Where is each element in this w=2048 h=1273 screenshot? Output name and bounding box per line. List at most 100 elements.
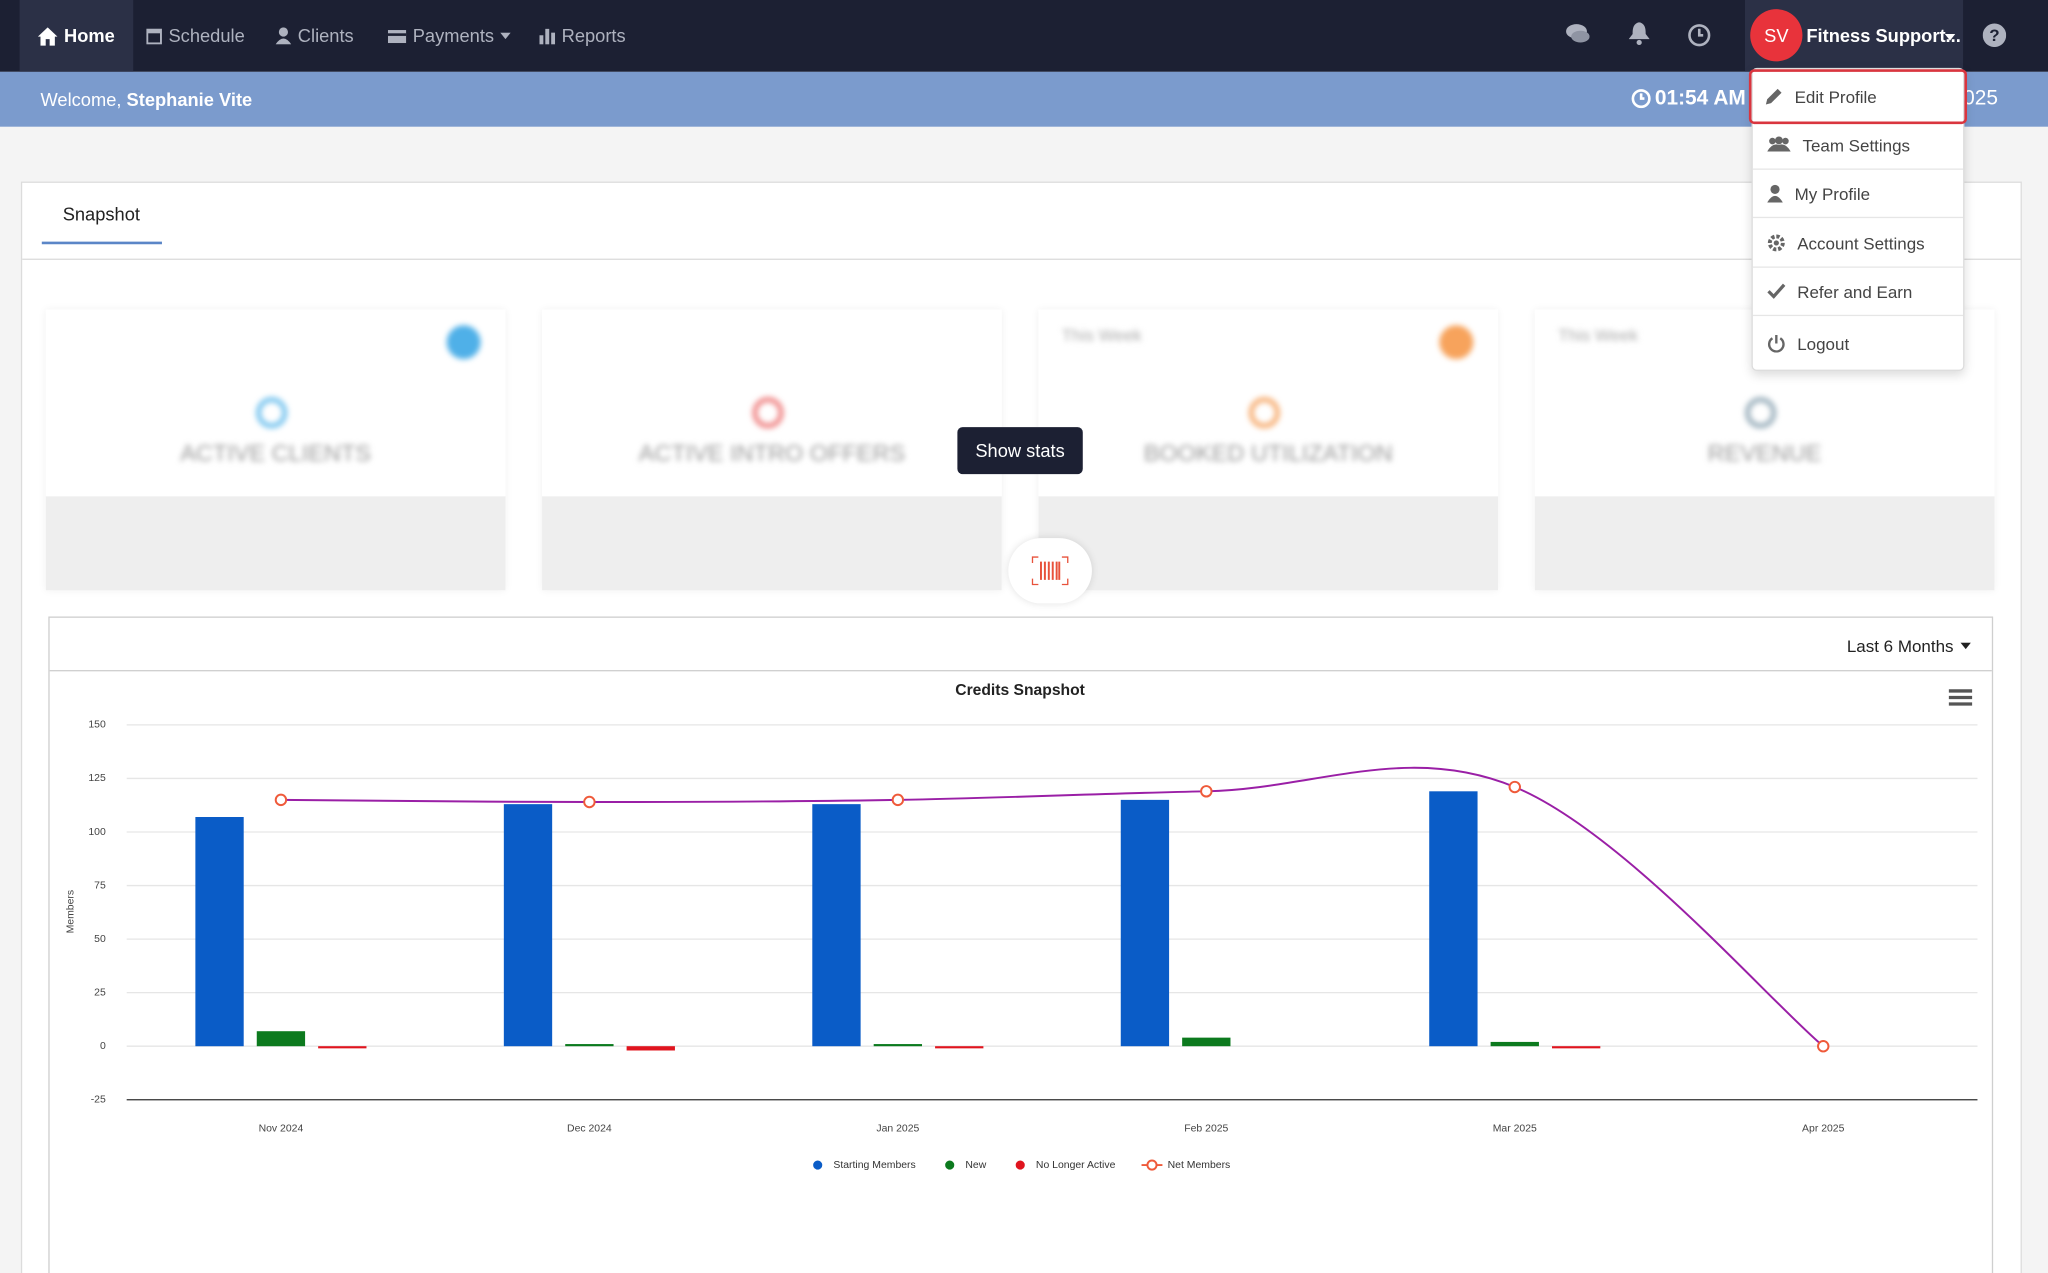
user-full-name: Stephanie Vite xyxy=(126,88,253,110)
nav-home[interactable]: Home xyxy=(19,0,134,72)
menu-item[interactable]: Edit Profile xyxy=(1748,69,1968,125)
x-tick-label: Dec 2024 xyxy=(567,1123,612,1134)
line-marker xyxy=(1817,1039,1830,1053)
caret xyxy=(500,32,512,40)
line-marker xyxy=(1200,785,1213,798)
bar xyxy=(1429,791,1478,1047)
y-tick-label: 150 xyxy=(88,720,106,731)
team-icon xyxy=(1767,136,1791,152)
stat-card: ACTIVE CLIENTS xyxy=(45,309,506,591)
welcome-text: Welcome, Stephanie Vite xyxy=(40,72,252,127)
nav-schedule[interactable]: Schedule xyxy=(146,0,245,72)
card-title: REVENUE xyxy=(1707,440,1822,467)
card-icon xyxy=(1439,325,1474,360)
nav-reports[interactable]: Reports xyxy=(539,0,626,72)
bar xyxy=(565,1044,614,1047)
home-icon xyxy=(37,26,58,46)
line-marker xyxy=(891,793,905,807)
bar xyxy=(1182,1037,1231,1047)
bar xyxy=(626,1046,675,1051)
nav-label: Payments xyxy=(412,24,495,46)
bar xyxy=(812,804,861,1047)
card-ring xyxy=(752,397,784,429)
y-tick-label: 0 xyxy=(100,1041,106,1052)
tab[interactable]: Snapshot xyxy=(62,203,140,225)
calendar-icon xyxy=(146,28,162,45)
bar xyxy=(1490,1041,1539,1047)
barcode-button[interactable] xyxy=(1008,538,1092,604)
menu-item[interactable]: Team Settings xyxy=(1752,121,1964,170)
chart-menu-button[interactable] xyxy=(1948,688,1973,706)
range-select[interactable]: Last 6 Months xyxy=(1846,636,1954,656)
card-period: This Week xyxy=(1558,325,1639,345)
y-tick-label: -25 xyxy=(91,1095,106,1106)
current-time: 01:54 AM xyxy=(1654,87,1746,110)
bar xyxy=(935,1046,984,1049)
card-ring xyxy=(1248,397,1280,429)
top-nav: Home Schedule Clients Payments Reports S… xyxy=(0,0,2048,72)
legend-label: Starting Members xyxy=(833,1160,915,1171)
clock-icon[interactable] xyxy=(1688,24,1712,48)
tab-divider xyxy=(22,258,2021,260)
check-icon xyxy=(1767,283,1786,299)
user-icon xyxy=(275,27,292,45)
chart-header-divider xyxy=(49,670,1992,672)
card-title: BOOKED UTILIZATION xyxy=(1143,440,1393,467)
card-ring xyxy=(1744,397,1777,429)
tab-underline xyxy=(41,241,162,245)
bar xyxy=(256,1031,306,1047)
bar xyxy=(195,817,244,1047)
chart-title: Credits Snapshot xyxy=(955,682,1085,699)
chat-icon[interactable] xyxy=(1566,24,1590,45)
card-footer xyxy=(45,496,506,591)
bar xyxy=(318,1046,367,1049)
y-tick-label: 50 xyxy=(94,934,106,945)
card-title: ACTIVE CLIENTS xyxy=(180,440,371,467)
menu-item[interactable]: Refer and Earn xyxy=(1752,268,1964,317)
x-tick-label: Nov 2024 xyxy=(259,1123,304,1134)
pencil-icon xyxy=(1765,88,1782,105)
nav-clients[interactable]: Clients xyxy=(275,0,354,72)
y-tick-label: 75 xyxy=(94,880,106,891)
stat-card: This Week BOOKED UTILIZATION xyxy=(1038,309,1499,591)
legend-label: No Longer Active xyxy=(1036,1160,1116,1171)
nav-label: Reports xyxy=(561,24,626,46)
card-ring xyxy=(255,397,288,429)
clock-icon xyxy=(1631,89,1651,109)
line-marker xyxy=(583,795,596,809)
card-period: This Week xyxy=(1061,325,1142,345)
x-tick-label: Jan 2025 xyxy=(876,1123,919,1134)
line-marker xyxy=(274,793,288,807)
user-icon xyxy=(1767,184,1783,203)
menu-item[interactable]: Logout xyxy=(1753,317,1963,369)
menu-item[interactable]: Account Settings xyxy=(1752,219,1964,268)
line xyxy=(280,766,1824,1047)
x-tick-label: Mar 2025 xyxy=(1493,1123,1537,1134)
menu-item[interactable]: My Profile xyxy=(1752,170,1964,219)
avatar: SV xyxy=(1750,9,1803,62)
menu-label: Edit Profile xyxy=(1794,86,1877,107)
help-icon[interactable]: ? xyxy=(1982,23,2007,48)
nav-label: Schedule xyxy=(168,24,245,46)
card-footer xyxy=(1038,496,1499,591)
show-stats-tooltip[interactable]: Show stats xyxy=(957,427,1083,475)
y-tick-label: 100 xyxy=(88,827,106,838)
card-icon xyxy=(387,29,407,43)
barcode-icon xyxy=(1031,556,1069,586)
gear-icon xyxy=(1767,234,1785,252)
nav-payments[interactable]: Payments xyxy=(387,0,512,72)
bar xyxy=(1551,1046,1601,1049)
y-tick-label: 125 xyxy=(88,773,106,784)
bar xyxy=(503,804,553,1047)
menu-label: Logout xyxy=(1797,333,1850,354)
welcome-banner: Welcome, Stephanie Vite 01:54 AM 025 xyxy=(0,71,2048,127)
caret xyxy=(1960,642,1971,650)
nav-label: Clients xyxy=(297,24,354,46)
bar xyxy=(873,1044,923,1047)
legend-symbol xyxy=(945,1160,955,1170)
card-footer xyxy=(542,496,1002,591)
legend-symbol xyxy=(813,1160,823,1170)
legend-label: Net Members xyxy=(1168,1160,1231,1171)
bell-icon[interactable] xyxy=(1628,22,1650,46)
